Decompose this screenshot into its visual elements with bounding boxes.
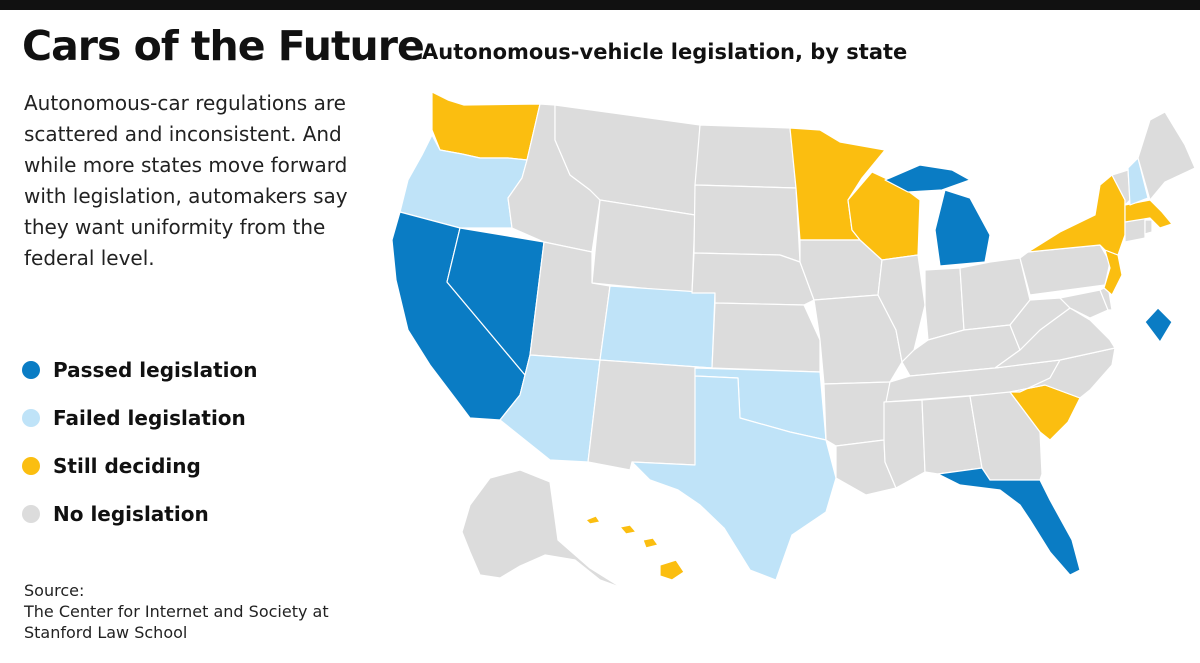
- legend-label-deciding: Still deciding: [53, 454, 201, 478]
- state-new-hampshire[interactable]: [1127, 157, 1149, 206]
- legend-item-deciding: Still deciding: [22, 442, 258, 490]
- state-florida[interactable]: [937, 467, 1081, 576]
- state-wyoming[interactable]: [591, 199, 696, 294]
- legend-label-none: No legislation: [53, 502, 209, 526]
- source-line-1: The Center for Internet and Society at: [24, 602, 329, 621]
- state-maryland[interactable]: [1059, 289, 1109, 319]
- state-maine[interactable]: [1137, 111, 1196, 201]
- state-indiana[interactable]: [924, 267, 965, 341]
- state-washington[interactable]: [431, 91, 541, 161]
- legend-label-failed: Failed legislation: [53, 406, 246, 430]
- state-district-of-columbia[interactable]: [1144, 307, 1173, 343]
- state-kansas[interactable]: [711, 302, 821, 373]
- intro-paragraph: Autonomous-car regulations are scattered…: [24, 91, 348, 270]
- state-pennsylvania[interactable]: [1019, 244, 1111, 296]
- swatch-deciding: [22, 457, 40, 475]
- legend-item-failed: Failed legislation: [22, 394, 258, 442]
- legend-item-passed: Passed legislation: [22, 346, 258, 394]
- state-michigan[interactable]: [884, 164, 991, 267]
- source-label: Source:: [24, 581, 85, 600]
- state-mississippi[interactable]: [883, 399, 926, 489]
- state-alaska[interactable]: [461, 469, 623, 589]
- state-arkansas[interactable]: [823, 381, 891, 447]
- top-rule: [0, 0, 1200, 10]
- map-subtitle: Autonomous-vehicle legislation, by state: [422, 40, 908, 64]
- state-massachusetts[interactable]: [1124, 199, 1173, 229]
- us-state-map: [391, 91, 1196, 589]
- source-line-2: Stanford Law School: [24, 623, 188, 642]
- state-new-mexico[interactable]: [587, 359, 713, 471]
- state-vermont[interactable]: [1111, 169, 1131, 206]
- swatch-failed: [22, 409, 40, 427]
- state-north-dakota[interactable]: [694, 124, 797, 189]
- state-hawaii[interactable]: [585, 515, 685, 581]
- legend-label-passed: Passed legislation: [53, 358, 258, 382]
- state-south-dakota[interactable]: [693, 184, 801, 263]
- source-note: Source: The Center for Internet and Soci…: [24, 580, 329, 643]
- state-new-york[interactable]: [1027, 174, 1126, 256]
- state-texas[interactable]: [631, 375, 837, 581]
- headline: Cars of the Future: [22, 22, 425, 70]
- swatch-none: [22, 505, 40, 523]
- state-north-carolina[interactable]: [1009, 347, 1116, 399]
- state-colorado[interactable]: [599, 285, 716, 369]
- state-rhode-island[interactable]: [1144, 219, 1153, 235]
- legend-item-none: No legislation: [22, 490, 258, 538]
- legend: Passed legislation Failed legislation St…: [22, 346, 258, 538]
- swatch-passed: [22, 361, 40, 379]
